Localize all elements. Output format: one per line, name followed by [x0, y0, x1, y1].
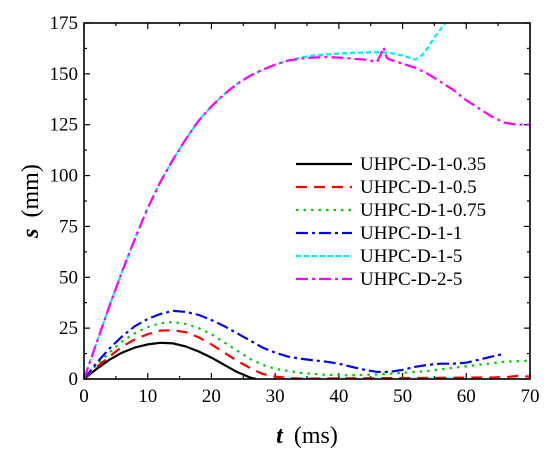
y-tick-label: 100: [50, 166, 79, 187]
x-tick-label: 20: [202, 386, 221, 407]
y-tick-label: 50: [59, 267, 78, 288]
y-tick-label: 175: [50, 13, 79, 34]
y-axis-label: s (mm): [18, 164, 44, 239]
legend-label-6: UHPC-D-2-5: [360, 269, 462, 290]
x-axis-variable: t: [276, 423, 284, 449]
x-tick-label: 60: [457, 386, 476, 407]
x-tick-label: 50: [393, 386, 412, 407]
axis-ticks: 0 10 20 30 40 50 60 70 0 25 50 75 100 125 150 175: [50, 13, 540, 407]
legend-label-1: UHPC-D-1-0.35: [360, 154, 486, 175]
series-line-6: [84, 46, 530, 379]
y-tick-label: 25: [59, 318, 78, 339]
y-tick-label: 75: [59, 216, 78, 237]
series-line-4: [84, 309, 505, 379]
y-axis-unit: (mm): [18, 164, 44, 217]
legend: UHPC-D-1-0.35UHPC-D-1-0.5UHPC-D-1-0.75UH…: [296, 154, 486, 290]
legend-label-5: UHPC-D-1-5: [360, 246, 462, 267]
x-axis-label: t (ms): [276, 423, 338, 449]
series-line-3: [84, 320, 530, 379]
series-line-1: [84, 341, 257, 379]
x-axis-unit: (ms): [294, 423, 338, 449]
x-tick-label: 10: [138, 386, 157, 407]
x-tick-label: 40: [329, 386, 348, 407]
legend-label-4: UHPC-D-1-1: [360, 223, 462, 244]
plot-frame: [83, 22, 531, 380]
series-line-2: [84, 329, 530, 379]
x-tick-label: 30: [266, 386, 285, 407]
x-tick-label: 70: [521, 386, 540, 407]
x-tick-label: 0: [79, 386, 89, 407]
y-tick-label: 150: [50, 64, 79, 85]
legend-label-3: UHPC-D-1-0.75: [360, 200, 486, 221]
y-tick-label: 0: [69, 369, 79, 390]
y-axis-variable: s: [18, 228, 44, 238]
legend-label-2: UHPC-D-1-0.5: [360, 177, 477, 198]
y-tick-label: 125: [50, 115, 79, 136]
